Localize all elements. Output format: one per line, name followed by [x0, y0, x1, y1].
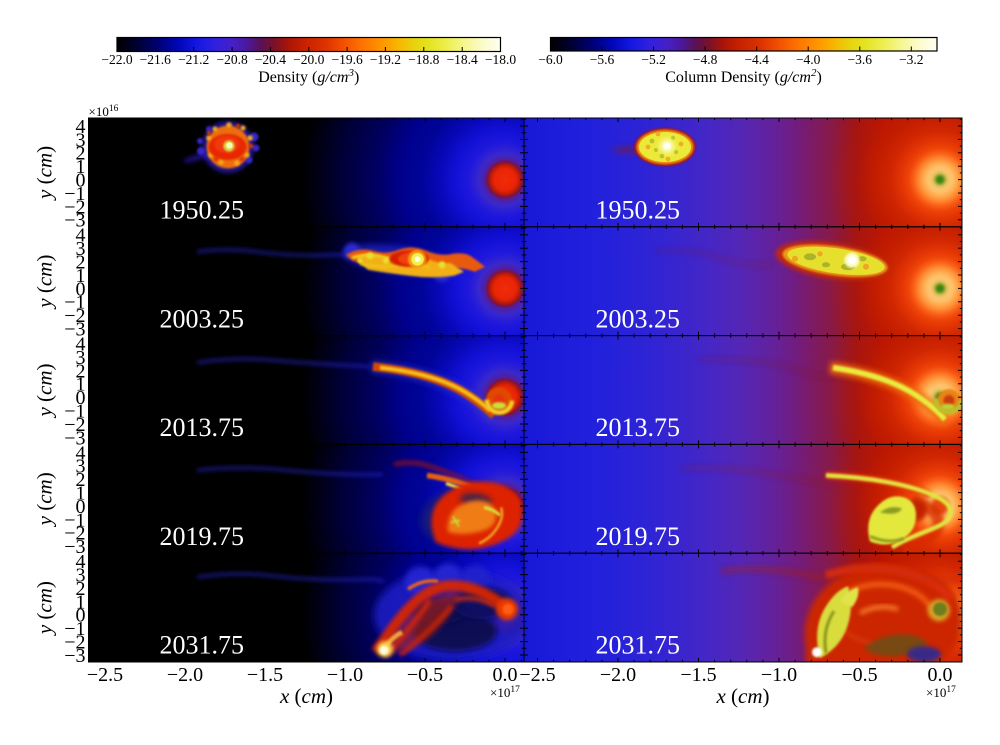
svg-text:−1.0: −1.0: [327, 664, 363, 686]
svg-text:−18.8: −18.8: [408, 52, 439, 67]
svg-text:Column Density (g/cm2): Column Density (g/cm2): [665, 67, 822, 86]
svg-text:y (cm): y (cm): [33, 146, 57, 201]
svg-text:−1.0: −1.0: [761, 664, 797, 686]
svg-text:y (cm): y (cm): [33, 363, 57, 418]
svg-text:2019.75: 2019.75: [160, 522, 245, 551]
svg-text:−2.0: −2.0: [167, 664, 203, 686]
svg-text:2003.25: 2003.25: [160, 304, 245, 333]
svg-text:1: 1: [76, 374, 86, 396]
svg-text:×1016: ×1016: [89, 104, 119, 119]
svg-text:−21.2: −21.2: [178, 52, 209, 67]
svg-text:y (cm): y (cm): [33, 472, 57, 527]
svg-text:−1.5: −1.5: [680, 664, 716, 686]
svg-text:−18.0: −18.0: [485, 52, 516, 67]
svg-text:−19.6: −19.6: [331, 52, 362, 67]
svg-text:−21.6: −21.6: [140, 52, 171, 67]
svg-text:0: 0: [76, 496, 86, 518]
svg-text:−1: −1: [64, 618, 85, 640]
svg-text:−2.5: −2.5: [87, 664, 123, 686]
svg-text:1950.25: 1950.25: [596, 196, 681, 225]
svg-text:4: 4: [76, 442, 86, 464]
svg-text:−1: −1: [64, 401, 85, 423]
svg-text:−5.6: −5.6: [590, 52, 615, 67]
svg-text:−20.0: −20.0: [293, 52, 324, 67]
svg-text:2: 2: [76, 360, 86, 382]
svg-text:3: 3: [76, 565, 86, 587]
svg-text:−2: −2: [64, 196, 85, 218]
svg-text:−2: −2: [64, 632, 85, 654]
svg-text:−2: −2: [64, 305, 85, 327]
svg-text:2013.75: 2013.75: [596, 413, 681, 442]
svg-text:−0.5: −0.5: [841, 664, 877, 686]
svg-text:2003.25: 2003.25: [596, 304, 681, 333]
svg-text:y (cm): y (cm): [33, 581, 57, 636]
svg-text:−3: −3: [64, 536, 85, 558]
svg-text:4: 4: [76, 225, 86, 247]
svg-text:1950.25: 1950.25: [160, 196, 245, 225]
svg-text:−1.5: −1.5: [247, 664, 283, 686]
svg-text:2: 2: [76, 578, 86, 600]
svg-text:1: 1: [76, 483, 86, 505]
svg-text:×1017: ×1017: [490, 685, 520, 700]
svg-text:4: 4: [76, 334, 86, 356]
svg-text:2013.75: 2013.75: [160, 413, 245, 442]
svg-text:0: 0: [76, 387, 86, 409]
svg-text:−18.4: −18.4: [447, 52, 478, 67]
svg-text:−2: −2: [64, 414, 85, 436]
svg-text:−4.4: −4.4: [744, 52, 769, 67]
svg-text:0: 0: [76, 170, 86, 192]
svg-text:2: 2: [76, 252, 86, 274]
svg-text:−4.8: −4.8: [693, 52, 718, 67]
svg-text:3: 3: [76, 456, 86, 478]
svg-text:3: 3: [76, 238, 86, 260]
svg-text:−20.4: −20.4: [255, 52, 286, 67]
svg-text:−2: −2: [64, 523, 85, 545]
svg-text:−3.6: −3.6: [848, 52, 873, 67]
svg-text:−19.2: −19.2: [370, 52, 401, 67]
svg-text:−20.8: −20.8: [216, 52, 247, 67]
svg-text:2: 2: [76, 143, 86, 165]
svg-text:Density (g/cm3): Density (g/cm3): [258, 67, 359, 86]
svg-text:−3: −3: [64, 427, 85, 449]
svg-text:2031.75: 2031.75: [160, 631, 245, 660]
svg-text:0.0: 0.0: [493, 664, 518, 686]
svg-text:−3: −3: [64, 319, 85, 341]
svg-text:4: 4: [76, 551, 86, 573]
svg-text:−6.0: −6.0: [538, 52, 563, 67]
svg-text:−3: −3: [64, 210, 85, 232]
svg-text:−3.2: −3.2: [899, 52, 924, 67]
svg-text:−0.5: −0.5: [407, 664, 443, 686]
svg-text:−22.0: −22.0: [101, 52, 132, 67]
svg-text:y (cm): y (cm): [33, 255, 57, 310]
svg-text:1: 1: [76, 591, 86, 613]
svg-text:0: 0: [76, 278, 86, 300]
svg-text:−5.2: −5.2: [641, 52, 666, 67]
svg-text:x (cm): x (cm): [715, 684, 769, 708]
svg-text:−1: −1: [64, 183, 85, 205]
svg-text:4: 4: [76, 116, 86, 138]
svg-text:x (cm): x (cm): [279, 684, 333, 708]
svg-text:−3: −3: [64, 645, 85, 667]
svg-text:1: 1: [76, 265, 86, 287]
svg-text:2019.75: 2019.75: [596, 522, 681, 551]
svg-text:0: 0: [76, 605, 86, 627]
svg-text:−4.0: −4.0: [796, 52, 821, 67]
svg-text:−1: −1: [64, 509, 85, 531]
svg-text:1: 1: [76, 156, 86, 178]
svg-text:3: 3: [76, 347, 86, 369]
svg-text:2: 2: [76, 469, 86, 491]
svg-text:×1017: ×1017: [926, 685, 956, 700]
svg-text:−1: −1: [64, 292, 85, 314]
svg-text:3: 3: [76, 129, 86, 151]
svg-text:−2.0: −2.0: [600, 664, 636, 686]
svg-text:2031.75: 2031.75: [596, 631, 681, 660]
svg-text:0.0: 0.0: [928, 664, 953, 686]
svg-text:−2.5: −2.5: [519, 664, 555, 686]
